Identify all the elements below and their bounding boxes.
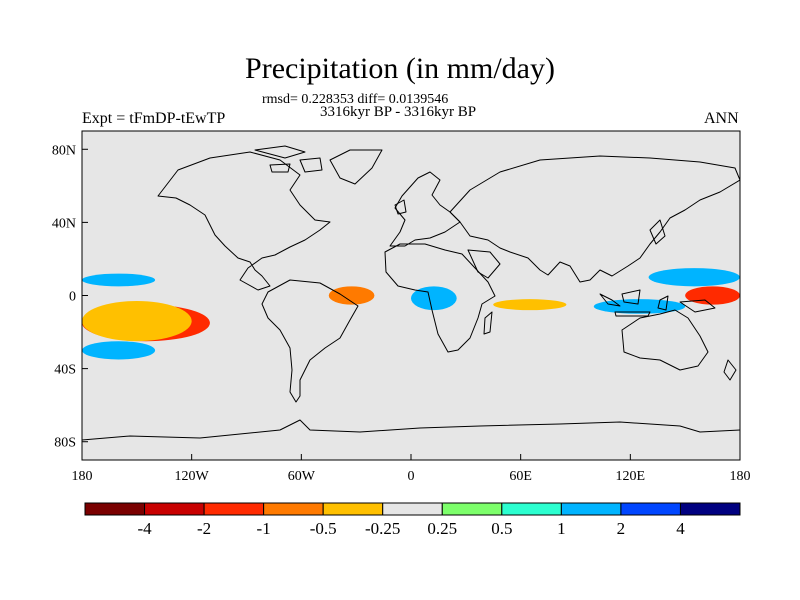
x-tick-label: 180 [730, 469, 751, 484]
colorbar-label: -2 [197, 519, 211, 538]
colorbar: -4 -2 -1 -0.5 -0.25 0.25 0.5 1 2 4 [84, 502, 741, 538]
anomaly-9 [648, 268, 740, 287]
colorbar-swatch [560, 502, 622, 516]
anomaly-layer [82, 268, 740, 360]
coast-south-america [261, 279, 359, 403]
colorbar-swatch [144, 502, 205, 516]
y-tick-label: 80N [52, 143, 76, 158]
colorbar-swatch [441, 502, 503, 516]
coast-north-america [157, 151, 331, 291]
anomaly-6 [493, 299, 567, 311]
colorbar-label: -0.25 [365, 519, 400, 538]
y-tick-label: 40S [54, 363, 76, 378]
x-tick-label: 60W [288, 469, 316, 484]
colorbar-swatch [322, 502, 384, 516]
anomaly-1 [82, 300, 192, 342]
colorbar-swatch [203, 502, 265, 516]
stats-line: rmsd= 0.228353 diff= 0.0139546 [262, 92, 449, 107]
colorbar-swatch [501, 502, 562, 516]
colorbar-swatch [679, 502, 741, 516]
colorbar-label: 0.5 [491, 519, 512, 538]
chart-title: Precipitation (in mm/day) [245, 52, 555, 85]
x-tick-label: 120W [175, 469, 210, 484]
colorbar-label: -1 [257, 519, 271, 538]
anomaly-8 [685, 286, 740, 305]
ocean-background [82, 131, 740, 460]
coast-asia [449, 155, 740, 283]
coast-new-zealand [723, 359, 737, 381]
coast-australia [621, 309, 709, 371]
colorbar-label: -4 [137, 519, 152, 538]
colorbar-swatch [382, 502, 443, 516]
coast-arctic-islands [254, 145, 323, 173]
coast-arabia [467, 249, 501, 279]
colorbar-swatch [620, 502, 681, 516]
colorbar-label: -0.5 [310, 519, 337, 538]
colorbar-label: 4 [676, 519, 685, 538]
x-tick-label: 180 [72, 469, 93, 484]
anomaly-4 [328, 286, 375, 305]
coast-greenland [329, 149, 383, 185]
coast-japan [649, 219, 666, 245]
coast-africa [384, 243, 496, 353]
coast-madagascar [483, 311, 493, 335]
anomaly-3 [82, 341, 156, 360]
anomaly-7 [593, 299, 686, 314]
anomaly-2 [82, 273, 156, 287]
y-axis: 80N 40N 0 40S 80S [52, 143, 88, 451]
coast-indonesia [599, 289, 669, 317]
y-tick-label: 0 [69, 290, 76, 305]
x-tick-label: 60E [509, 469, 532, 484]
coastline-layer [82, 145, 740, 441]
y-tick-label: 40N [52, 216, 76, 231]
x-tick-label: 120E [616, 469, 646, 484]
coast-europe [389, 171, 461, 247]
colorbar-label: 2 [617, 519, 626, 538]
colorbar-label: 1 [557, 519, 566, 538]
anomaly-5 [411, 286, 457, 311]
colorbar-swatch [263, 502, 324, 516]
season-label: ANN [704, 110, 739, 127]
coast-antarctica [82, 419, 740, 441]
coast-british-isles [394, 199, 407, 215]
colorbar-swatch [84, 502, 146, 516]
x-tick-label: 0 [408, 469, 415, 484]
coast-new-guinea [679, 299, 716, 313]
y-tick-label: 80S [54, 436, 76, 451]
period-line: 3316kyr BP - 3316kyr BP [320, 104, 477, 120]
colorbar-label: 0.25 [427, 519, 457, 538]
x-axis: 180 120W 60W 0 60E 120E 180 [72, 454, 751, 484]
experiment-label: Expt = tFmDP-tEwTP [82, 110, 226, 127]
